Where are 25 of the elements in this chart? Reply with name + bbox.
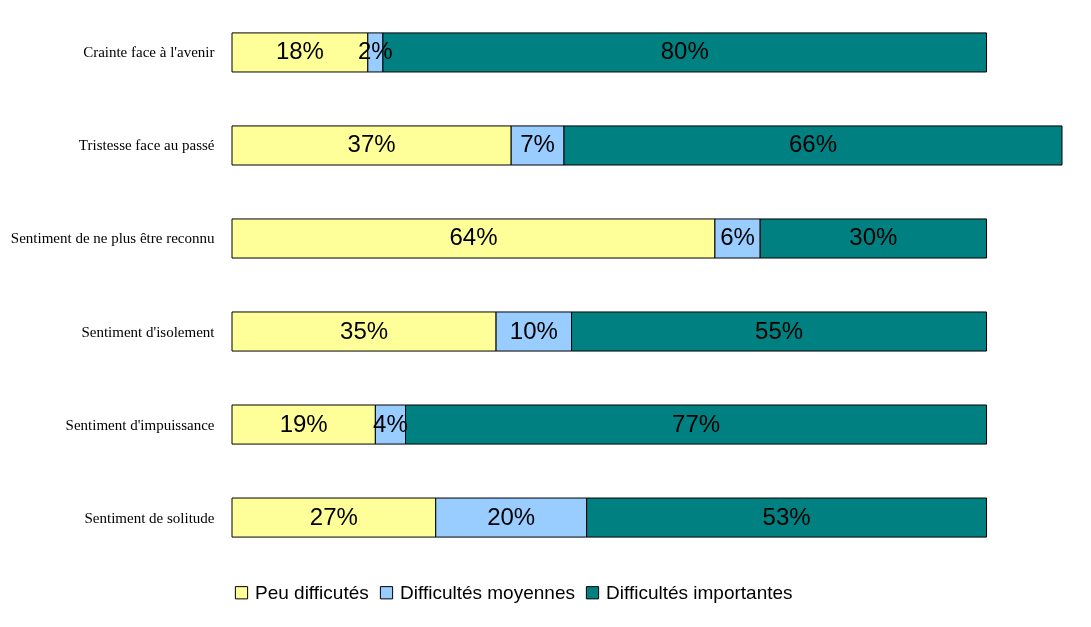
y-tick-label: Sentiment d'impuissance	[65, 416, 215, 433]
data-label: 53%	[762, 502, 811, 530]
data-label: 27%	[309, 502, 358, 530]
data-label: 64%	[449, 223, 498, 251]
data-label: 10%	[509, 316, 558, 344]
data-label: 35%	[340, 316, 389, 344]
legend-label: Peu difficutés	[255, 581, 369, 603]
data-label: 80%	[660, 37, 709, 65]
data-label: 30%	[849, 223, 898, 251]
data-label: 20%	[487, 502, 536, 530]
data-label: 6%	[720, 223, 755, 251]
data-label: 55%	[755, 316, 804, 344]
data-label: 77%	[672, 409, 721, 437]
data-label: 18%	[275, 37, 324, 65]
y-tick-label: Sentiment d'isolement	[81, 323, 216, 340]
data-label: 66%	[788, 130, 838, 158]
y-tick-label: Tristesse face au passé	[78, 137, 215, 154]
y-tick-label: Crainte face à l'avenir	[83, 44, 215, 61]
data-label: 19%	[279, 409, 328, 437]
legend-label: Difficultés importantes	[606, 581, 793, 603]
y-tick-label: Sentiment de ne plus être reconnu	[10, 230, 215, 247]
data-label: 7%	[520, 130, 555, 158]
data-label: 37%	[347, 130, 396, 158]
y-tick-label: Sentiment de solitude	[84, 509, 215, 526]
legend-label: Difficultés moyennes	[400, 581, 575, 603]
